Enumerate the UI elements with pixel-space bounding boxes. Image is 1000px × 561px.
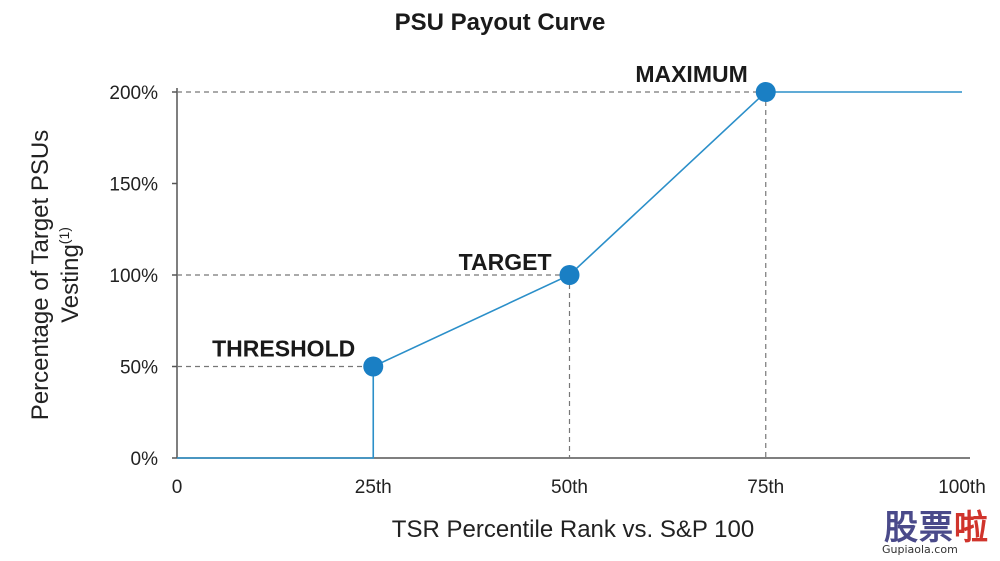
x-tick-label: 25th	[355, 477, 392, 498]
payout-line	[177, 91, 962, 459]
y-tick-label: 150%	[109, 175, 158, 196]
x-tick-label: 100th	[938, 477, 986, 498]
data-point-marker	[755, 82, 776, 102]
y-tick-label: 0%	[131, 449, 159, 470]
y-axis-label-line-1: Percentage of Target PSUs	[27, 130, 54, 420]
x-axis-label: TSR Percentile Rank vs. S&P 100	[392, 516, 754, 543]
data-point-marker	[363, 356, 384, 377]
y-tick-label: 50%	[120, 358, 158, 379]
x-tick-label: 75th	[747, 477, 784, 498]
plot-area: 0% 50% 100% 150% 200% 0 25th 50th 75th 100th THRES…	[109, 61, 985, 498]
data-point-marker	[559, 265, 580, 285]
marker-label: THRESHOLD	[212, 336, 355, 362]
marker-label: MAXIMUM	[635, 61, 747, 87]
chart-title: PSU Payout Curve	[395, 9, 606, 36]
x-tick-label: 0	[172, 477, 183, 498]
y-axis-label-line-2: Vesting(1)	[56, 227, 84, 323]
y-tick-label: 100%	[109, 266, 158, 287]
watermark-url: Gupiaola.com	[882, 543, 958, 556]
y-tick-label: 200%	[109, 83, 158, 104]
watermark-logo: 股票啦	[884, 508, 989, 548]
y-axis-label: Percentage of Target PSUs Vesting(1)	[27, 130, 84, 420]
x-tick-label: 50th	[551, 477, 588, 498]
marker-label: TARGET	[459, 249, 552, 275]
